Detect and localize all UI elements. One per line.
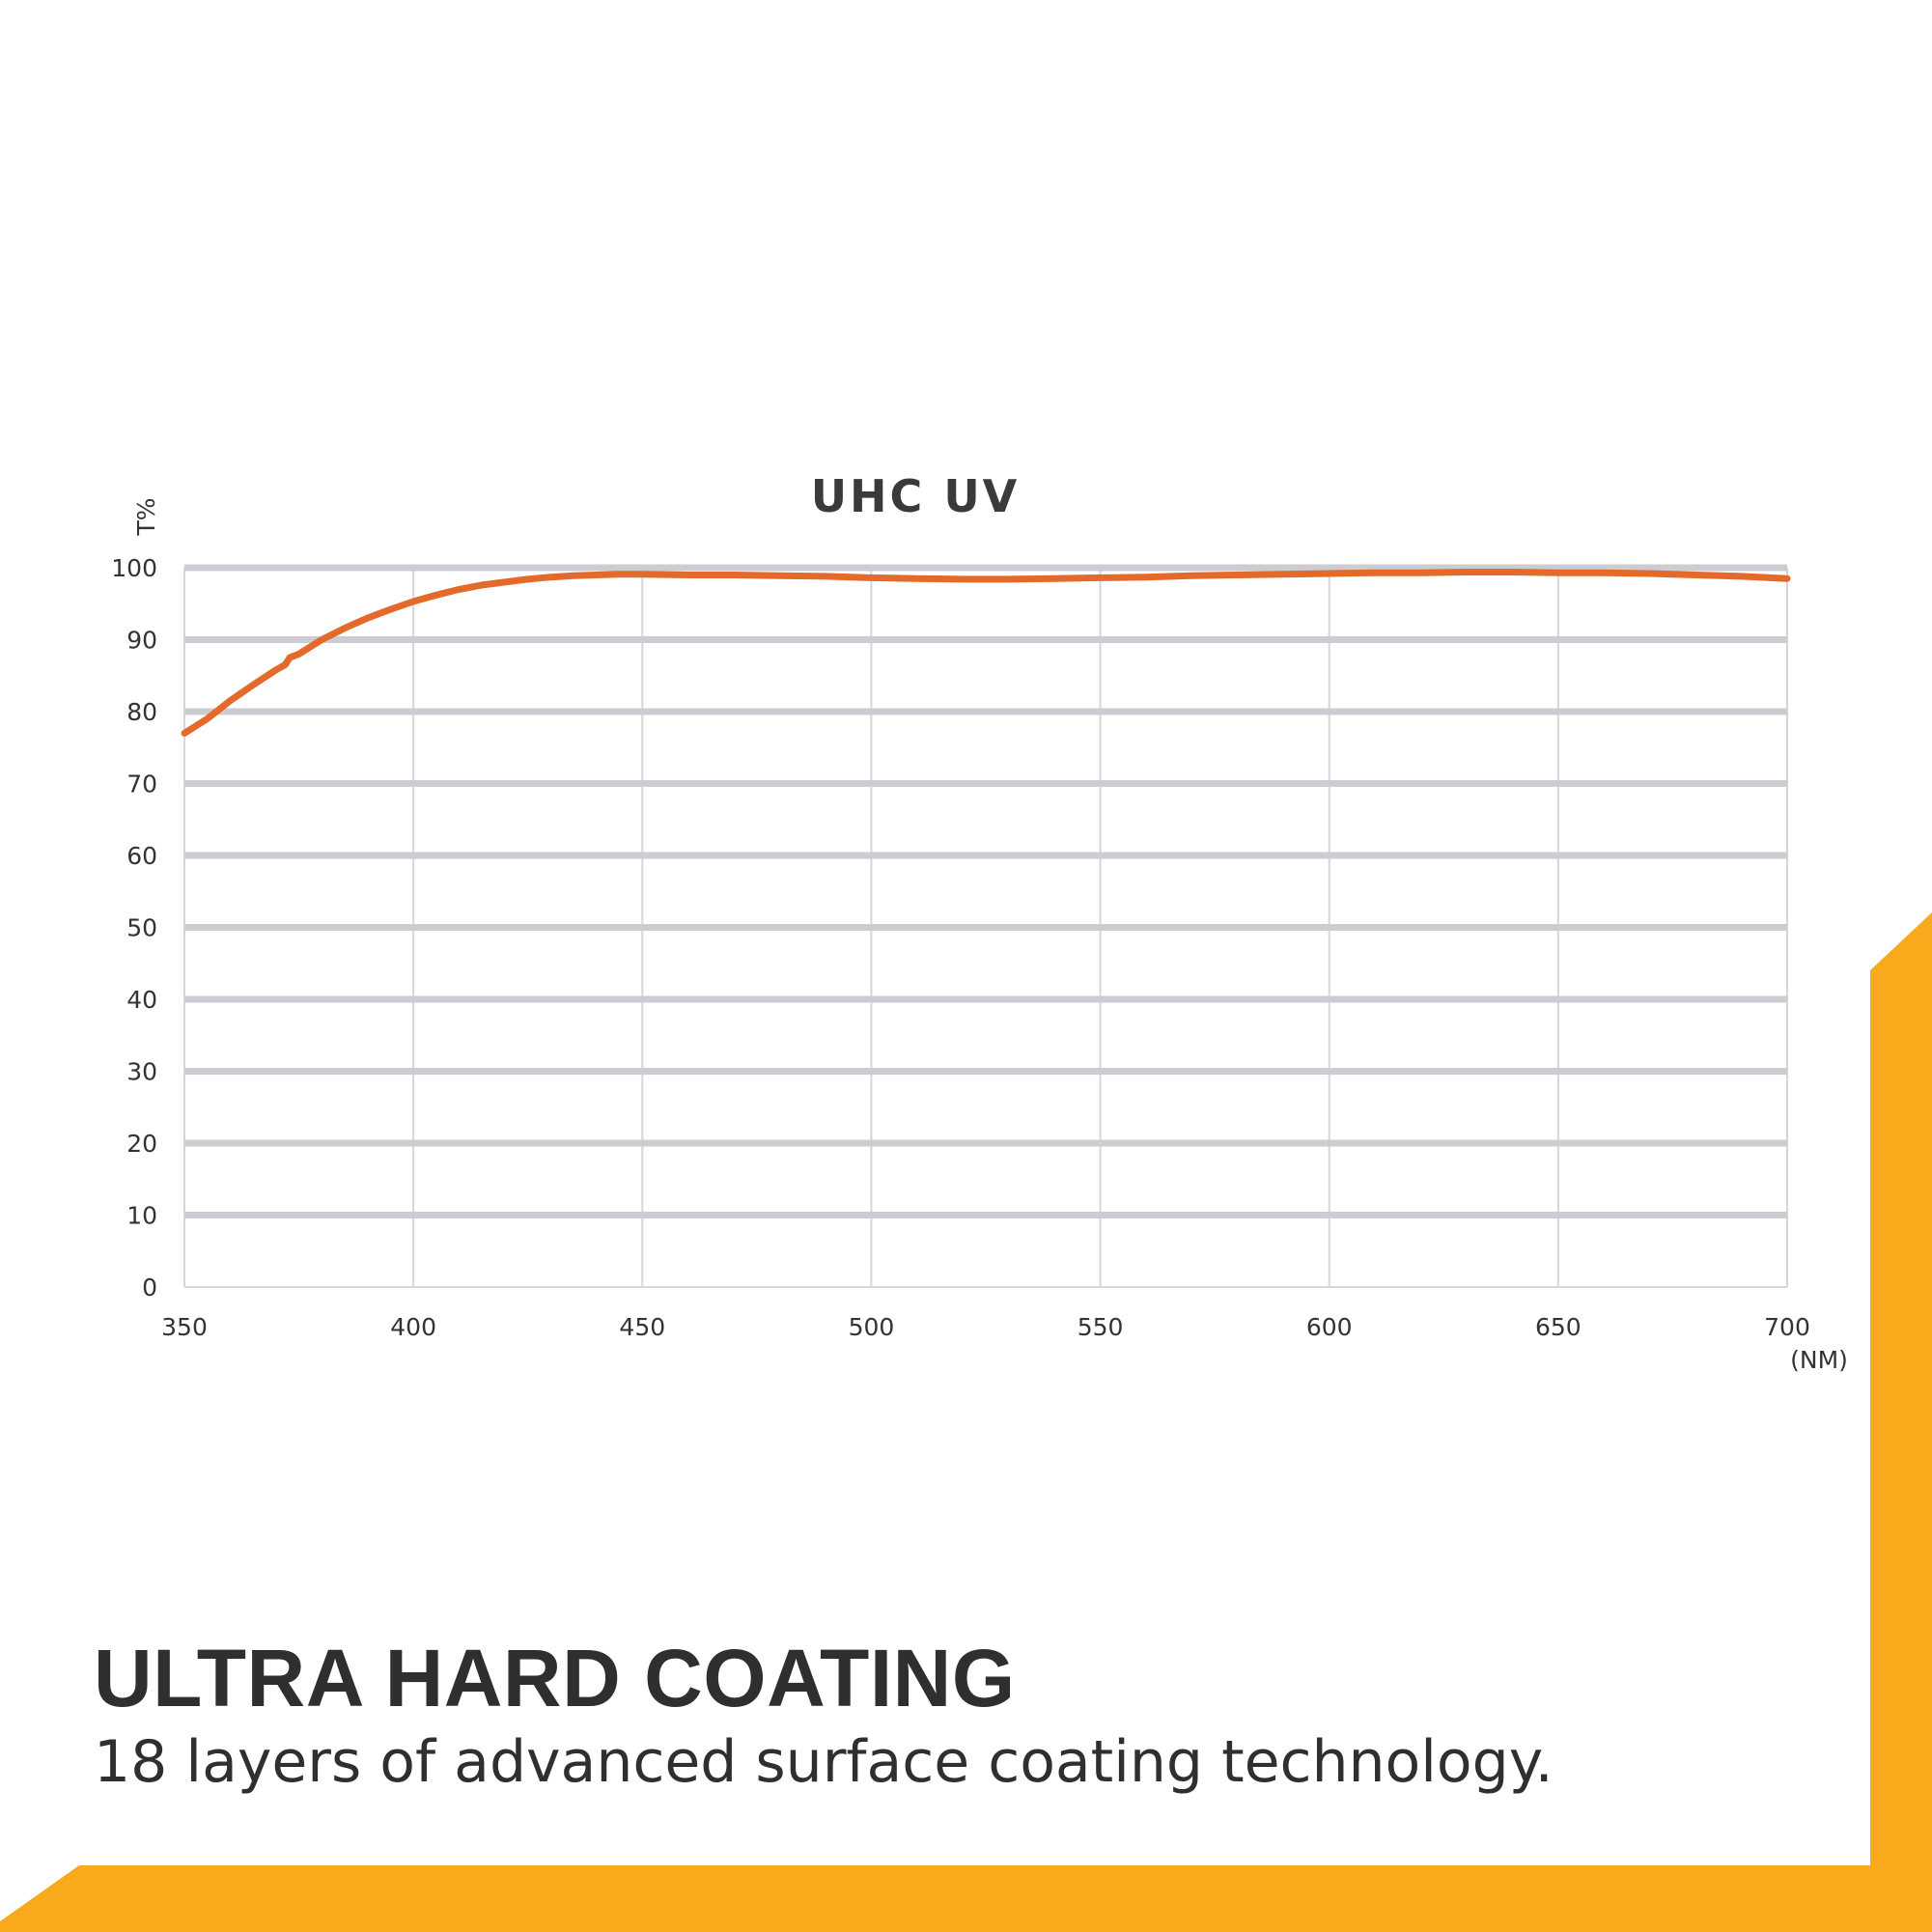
y-tick-label-50: 50 <box>126 914 157 942</box>
accent-frame-right <box>1870 912 1932 1932</box>
y-tick-label-40: 40 <box>126 986 157 1014</box>
transmission-chart: UHC UV T% 0 10 20 30 40 50 60 70 80 90 100 350 400 4… <box>111 470 1848 1374</box>
y-tick-label-100: 100 <box>111 554 157 582</box>
x-tick-label-600: 600 <box>1306 1313 1353 1341</box>
x-tick-label-400: 400 <box>390 1313 436 1341</box>
horizontal-gridlines <box>184 564 1787 1218</box>
x-tick-label-350: 350 <box>161 1313 208 1341</box>
y-tick-labels: 0 10 20 30 40 50 60 70 80 90 100 <box>111 554 157 1302</box>
chart-title: UHC UV <box>811 470 1021 522</box>
y-tick-label-0: 0 <box>142 1274 157 1302</box>
transmission-curve <box>181 569 1791 737</box>
x-tick-labels: 350 400 450 500 550 600 650 700 <box>161 1313 1810 1341</box>
y-tick-label-60: 60 <box>126 842 157 870</box>
x-tick-label-550: 550 <box>1078 1313 1124 1341</box>
y-tick-label-90: 90 <box>126 627 157 655</box>
y-tick-label-70: 70 <box>126 770 157 798</box>
x-axis-label: (NM) <box>1790 1346 1848 1374</box>
y-tick-label-20: 20 <box>126 1130 157 1158</box>
x-tick-label-650: 650 <box>1535 1313 1582 1341</box>
y-axis-label: T% <box>132 497 160 536</box>
x-tick-label-500: 500 <box>849 1313 895 1341</box>
x-tick-label-700: 700 <box>1764 1313 1810 1341</box>
y-tick-label-80: 80 <box>126 698 157 726</box>
subheadline: 18 layers of advanced surface coating te… <box>94 1728 1554 1796</box>
headline: ULTRA HARD COATING <box>94 1633 1016 1723</box>
y-tick-label-10: 10 <box>126 1202 157 1230</box>
y-tick-label-30: 30 <box>126 1058 157 1086</box>
accent-frame-bottom <box>0 1865 1932 1932</box>
x-tick-label-450: 450 <box>619 1313 665 1341</box>
